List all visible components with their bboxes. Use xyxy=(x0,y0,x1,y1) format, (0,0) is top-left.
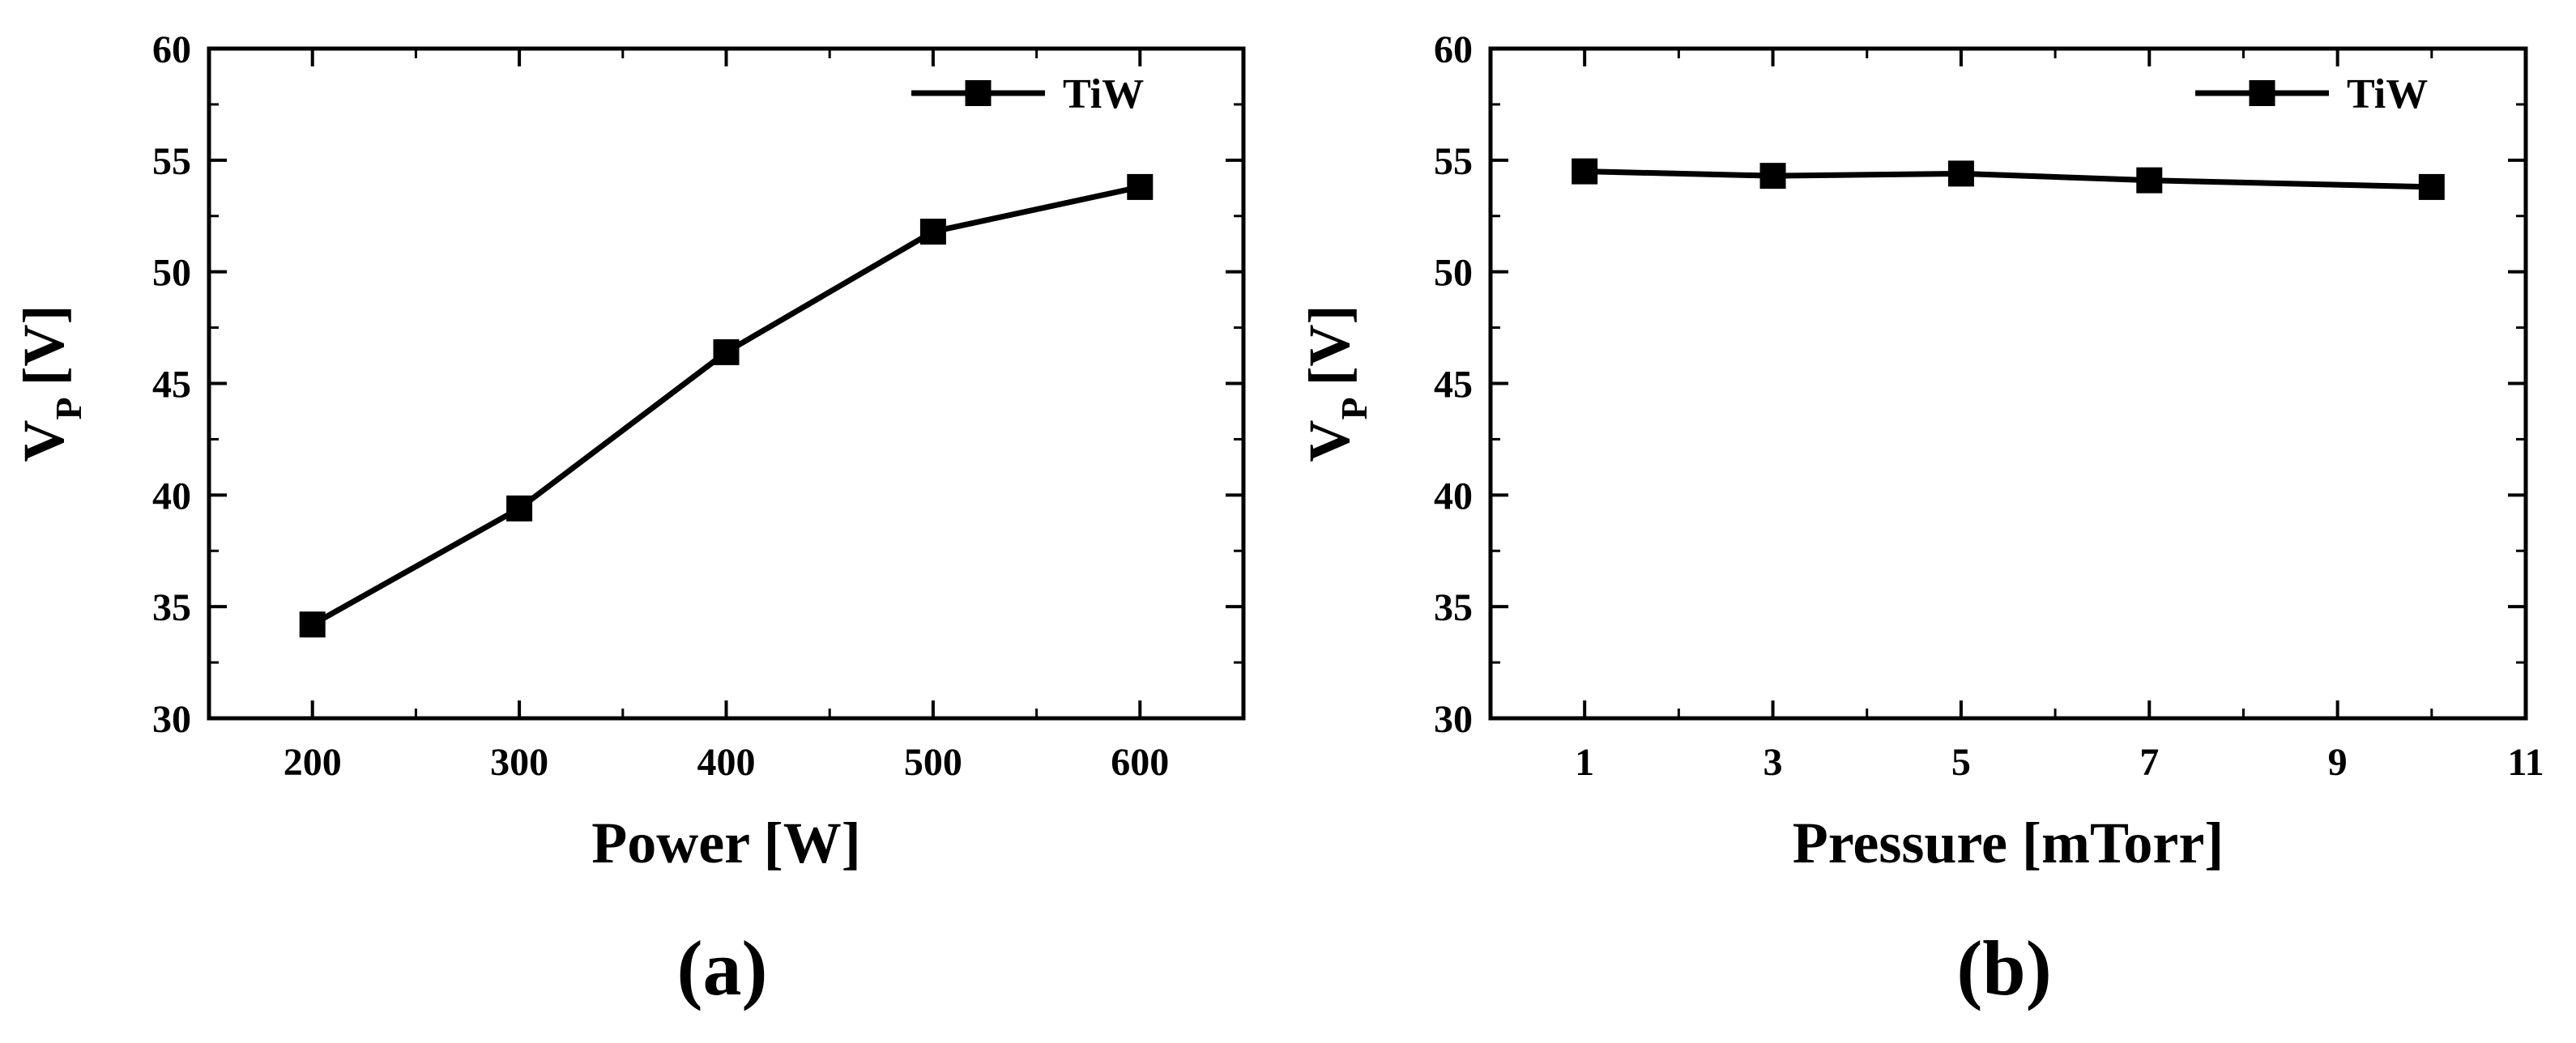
chart-1-data-point xyxy=(1572,158,1598,185)
chart-1-x-tick-label: 7 xyxy=(2139,741,2159,784)
chart-1-data-point xyxy=(2418,173,2445,200)
chart-0-data-point xyxy=(919,219,946,245)
chart-0-y-tick-label: 55 xyxy=(152,140,191,183)
chart-1-y-axis-title-sub: P xyxy=(1333,397,1375,419)
chart-1-y-axis-title-main: V xyxy=(1297,420,1362,462)
chart-0-panel-label: (a) xyxy=(677,925,768,1011)
chart-1-y-tick-label: 60 xyxy=(1434,28,1473,71)
chart-1-data-point xyxy=(1947,160,1974,187)
chart-0-x-tick-label: 500 xyxy=(904,741,962,784)
chart-0-data-point xyxy=(299,611,326,638)
chart-1-x-tick-label: 9 xyxy=(2328,741,2348,784)
chart-0-x-tick-label: 300 xyxy=(490,741,548,784)
chart-0-y-tick-label: 45 xyxy=(152,364,191,407)
panel-a: 30 35 40 45 50 55 60 200 300 400 500 600 Power [W] VP… xyxy=(11,28,1246,1011)
chart-1-legend-label: TiW xyxy=(2347,71,2428,117)
chart-0-y-tick-label: 30 xyxy=(152,698,191,741)
chart-1-y-axis-title-unit: [V] xyxy=(1297,304,1362,385)
chart-1-series-line-0 xyxy=(1584,168,2432,190)
chart-1-legend-marker xyxy=(2249,80,2275,106)
chart-0-y-axis-title: VP [V] xyxy=(11,304,89,462)
chart-0-x-tick-label: 200 xyxy=(284,741,342,784)
chart-1-y-tick-label: 30 xyxy=(1434,698,1473,741)
chart-1-data-point xyxy=(1759,163,1786,189)
chart-1-x-tick-label: 3 xyxy=(1764,741,1783,784)
chart-1-x-axis-title: Pressure [mTorr] xyxy=(1793,811,2224,875)
chart-1-x-tick-label: 11 xyxy=(2507,741,2544,784)
chart-0-y-tick-label: 40 xyxy=(152,475,191,517)
chart-0-data-point xyxy=(1127,173,1154,200)
chart-1-x-tick-label: 5 xyxy=(1951,741,1971,784)
chart-0-y-axis-title-main: V xyxy=(11,420,76,462)
chart-0-x-axis-title: Power [W] xyxy=(591,811,861,875)
chart-0-x-tick-label: 400 xyxy=(697,741,756,784)
chart-0-legend-marker xyxy=(965,80,992,106)
chart-0-y-axis-title-sub: P xyxy=(48,397,89,419)
chart-0-data-point xyxy=(713,338,740,365)
chart-0-data-point xyxy=(506,495,533,522)
chart-1-plot-frame xyxy=(1488,46,2528,721)
chart-1-x-tick-label: 1 xyxy=(1575,741,1594,784)
chart-0-y-axis-title-unit: [V] xyxy=(11,304,76,385)
chart-1-y-tick-label: 40 xyxy=(1434,475,1473,517)
chart-0-y-tick-label: 60 xyxy=(152,28,191,71)
chart-1-y-tick-label: 55 xyxy=(1434,140,1473,183)
chart-0-legend-label: TiW xyxy=(1063,71,1144,117)
chart-0-y-tick-label: 35 xyxy=(152,586,191,629)
chart-1-y-tick-label: 35 xyxy=(1434,586,1473,629)
chart-1-data-point xyxy=(2136,167,2163,194)
chart-0-plot-frame xyxy=(207,46,1246,721)
chart-0-series-line-0 xyxy=(310,184,1141,628)
chart-0-y-tick-label: 50 xyxy=(152,252,191,295)
chart-0-x-tick-label: 600 xyxy=(1111,741,1169,784)
chart-1-panel-label: (b) xyxy=(1956,925,2051,1011)
chart-1-y-tick-label: 45 xyxy=(1434,364,1473,407)
chart-1-y-tick-label: 50 xyxy=(1434,252,1473,295)
chart-1-y-axis-title: VP [V] xyxy=(1297,304,1375,462)
